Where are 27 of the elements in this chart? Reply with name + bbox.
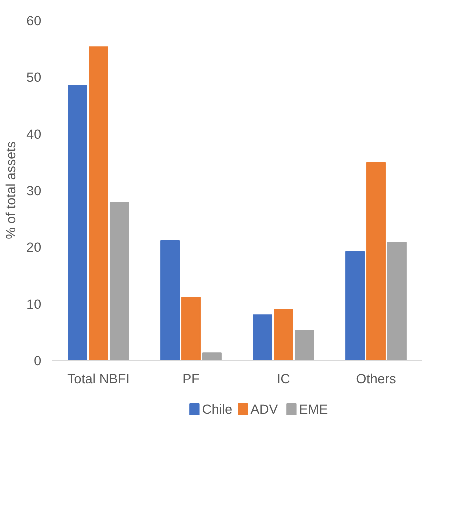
x-tick-label: IC — [277, 372, 291, 386]
bar — [202, 352, 222, 360]
y-tick-label: 60 — [26, 14, 42, 28]
bar — [253, 314, 273, 360]
bar — [387, 242, 407, 360]
y-axis-title: % of total assets — [4, 141, 19, 240]
y-tick-label: 10 — [26, 296, 42, 312]
bar — [366, 162, 386, 360]
bar — [89, 46, 108, 360]
bar — [294, 330, 314, 360]
legend-label: ADV — [250, 402, 278, 417]
bar — [160, 240, 180, 360]
bar — [274, 309, 294, 360]
y-tick-label: 40 — [26, 126, 42, 142]
bar — [110, 202, 130, 360]
legend-label: EME — [299, 402, 328, 417]
bar — [346, 251, 366, 360]
x-tick-label: PF — [182, 372, 200, 386]
x-tick-label: Total NBFI — [68, 372, 130, 386]
x-tick-label: Others — [356, 372, 397, 386]
bar — [182, 297, 201, 360]
bar — [68, 85, 88, 360]
y-tick-label: 0 — [34, 354, 42, 368]
y-tick-label: 30 — [26, 184, 42, 198]
y-tick-label: 50 — [26, 70, 42, 86]
legend-label: Chile — [202, 402, 233, 417]
y-tick-label: 20 — [26, 240, 42, 256]
